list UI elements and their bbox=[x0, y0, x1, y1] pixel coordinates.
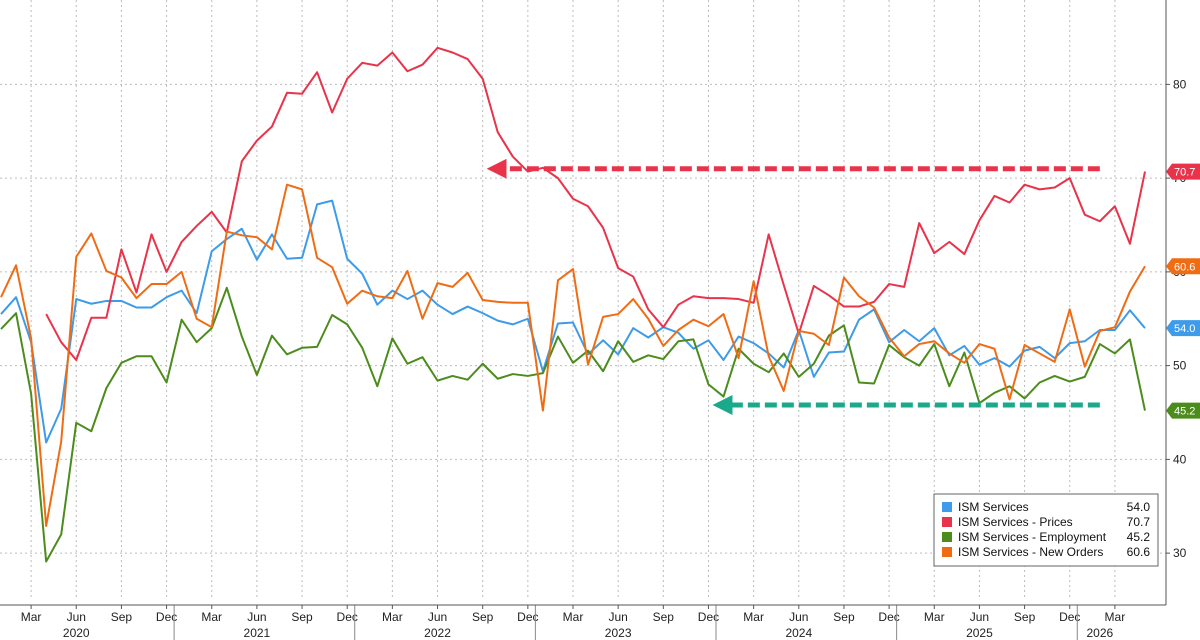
end-value-badge-label: 54.0 bbox=[1174, 323, 1195, 335]
x-month-label: Sep bbox=[833, 610, 855, 624]
x-month-label: Dec bbox=[337, 610, 358, 624]
x-year-label: 2024 bbox=[785, 626, 812, 640]
series-line-1 bbox=[45, 46, 1146, 361]
end-value-badge-label: 70.7 bbox=[1174, 167, 1195, 179]
series-line-2 bbox=[0, 286, 1146, 563]
x-month-label: Jun bbox=[970, 610, 989, 624]
x-month-label: Dec bbox=[1059, 610, 1080, 624]
y-tick-label: 40 bbox=[1173, 452, 1187, 466]
x-month-label: Sep bbox=[111, 610, 133, 624]
x-month-label: Mar bbox=[21, 610, 42, 624]
x-month-label: Jun bbox=[789, 610, 808, 624]
x-month-label: Dec bbox=[156, 610, 177, 624]
annotations bbox=[486, 158, 1100, 415]
legend-entry-value: 70.7 bbox=[1127, 515, 1151, 529]
end-value-badge: 54.0 bbox=[1166, 320, 1200, 337]
x-year-label: 2026 bbox=[1086, 626, 1113, 640]
x-month-label: Sep bbox=[1014, 610, 1036, 624]
x-year-label: 2021 bbox=[244, 626, 271, 640]
end-value-badge: 60.6 bbox=[1166, 258, 1200, 275]
x-month-label: Jun bbox=[67, 610, 86, 624]
end-value-badge-shape bbox=[1166, 163, 1200, 180]
series-line-3 bbox=[0, 183, 1146, 527]
x-month-label: Dec bbox=[698, 610, 719, 624]
legend-entry-value: 60.6 bbox=[1127, 545, 1151, 559]
legend-entry-value: 45.2 bbox=[1127, 530, 1151, 544]
end-value-badge-shape bbox=[1166, 320, 1200, 337]
x-year-label: 2020 bbox=[63, 626, 90, 640]
x-month-label: Jun bbox=[608, 610, 627, 624]
y-tick-label: 80 bbox=[1173, 77, 1187, 91]
legend-entry-name: ISM Services - Employment bbox=[958, 530, 1107, 544]
x-month-label: Sep bbox=[472, 610, 494, 624]
x-month-label: Mar bbox=[201, 610, 222, 624]
end-value-badge-label: 45.2 bbox=[1174, 406, 1195, 418]
x-month-label: Dec bbox=[517, 610, 538, 624]
x-month-label: Mar bbox=[563, 610, 584, 624]
x-year-label: 2025 bbox=[966, 626, 993, 640]
x-month-label: Jun bbox=[247, 610, 266, 624]
y-tick-label: 30 bbox=[1173, 546, 1187, 560]
legend-swatch bbox=[942, 547, 952, 557]
legend: ISM Services 54.0 ISM Services - Prices 70.… bbox=[933, 493, 1159, 567]
x-month-label: Mar bbox=[1105, 610, 1126, 624]
legend-entry-name: ISM Services - New Orders bbox=[958, 545, 1103, 559]
x-month-label: Sep bbox=[291, 610, 313, 624]
end-value-badge-shape bbox=[1166, 258, 1200, 275]
x-year-label: 2023 bbox=[605, 626, 632, 640]
end-value-badge: 45.2 bbox=[1166, 402, 1200, 419]
legend-entry-name: ISM Services bbox=[958, 500, 1029, 514]
end-value-badges: 54.0 70.7 45.2 60.6 bbox=[1166, 163, 1200, 419]
x-month-label: Jun bbox=[428, 610, 447, 624]
series-lines bbox=[0, 46, 1146, 563]
legend-swatch bbox=[942, 502, 952, 512]
end-value-badge-label: 60.6 bbox=[1174, 261, 1195, 273]
legend-entry-value: 54.0 bbox=[1127, 500, 1151, 514]
legend-box bbox=[933, 493, 1159, 567]
x-month-label: Mar bbox=[743, 610, 764, 624]
end-value-badge: 70.7 bbox=[1166, 163, 1200, 180]
y-tick-label: 50 bbox=[1173, 359, 1187, 373]
x-month-label: Mar bbox=[924, 610, 945, 624]
x-month-label: Sep bbox=[653, 610, 675, 624]
legend-entry-name: ISM Services - Prices bbox=[958, 515, 1073, 529]
x-year-label: 2022 bbox=[424, 626, 451, 640]
legend-swatch bbox=[942, 532, 952, 542]
x-month-label: Dec bbox=[878, 610, 899, 624]
x-month-label: Mar bbox=[382, 610, 403, 624]
legend-swatch bbox=[942, 517, 952, 527]
end-value-badge-shape bbox=[1166, 402, 1200, 419]
